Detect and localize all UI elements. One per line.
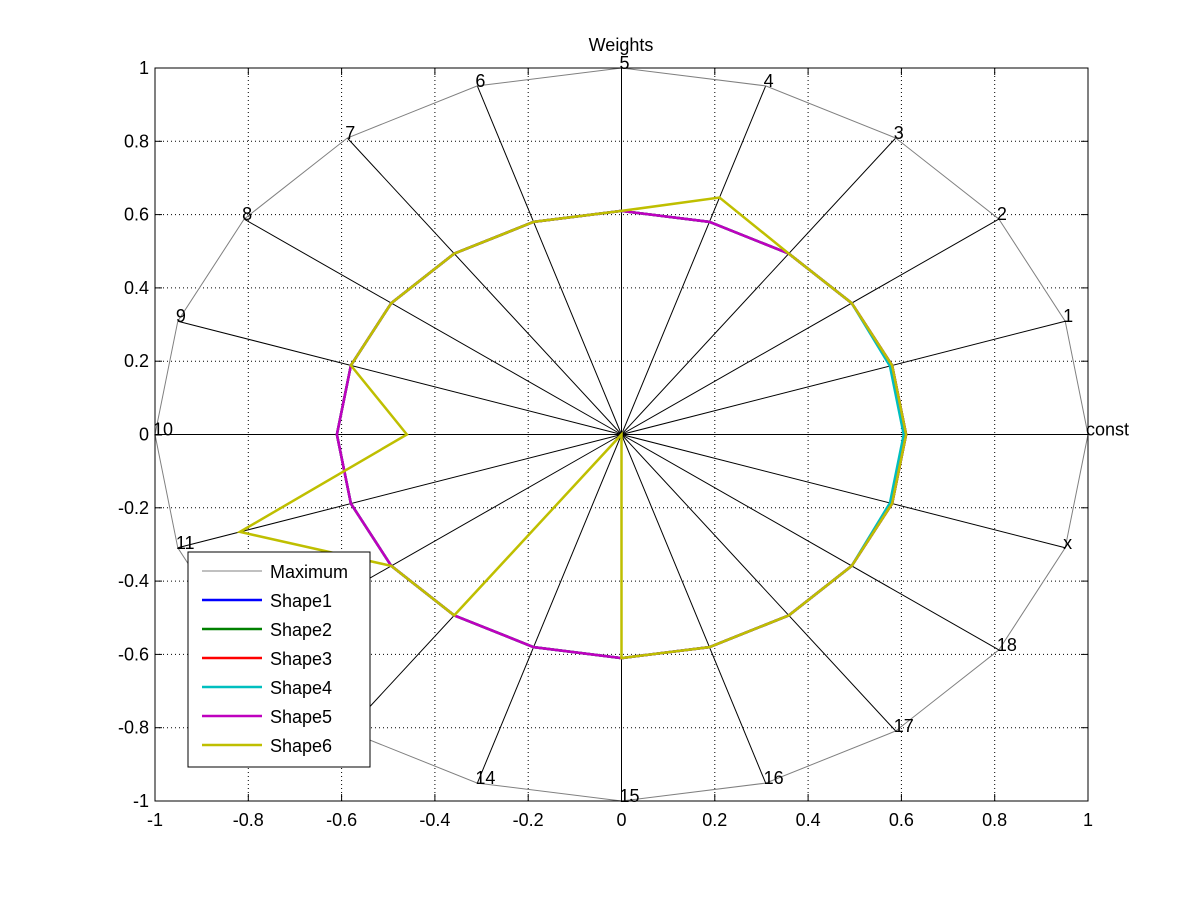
chart-title: Weights <box>589 35 654 55</box>
spoke-label: 4 <box>764 71 774 91</box>
spoke-label: 11 <box>176 533 195 553</box>
spoke-label: 5 <box>620 53 630 73</box>
x-tick-label: 0 <box>616 810 626 830</box>
x-tick-label: 0.2 <box>702 810 727 830</box>
spoke-line <box>476 434 622 784</box>
legend-label: Shape1 <box>270 591 332 611</box>
y-tick-label: 0.2 <box>124 351 149 371</box>
spoke-line <box>621 85 767 435</box>
spoke-label: 15 <box>620 786 640 806</box>
spoke-label: 2 <box>997 204 1007 224</box>
spoke-label: 18 <box>997 635 1017 655</box>
spoke-line <box>177 434 622 549</box>
legend: Maximum Shape1 Shape2 Shape3 Shape4 Shape5 Sha… <box>187 551 371 768</box>
spokes <box>155 68 1088 801</box>
y-tick-label: 0.4 <box>124 278 149 298</box>
spoke-label: 16 <box>764 768 784 788</box>
y-tick-label: -0.6 <box>118 644 149 664</box>
y-tick-label: -1 <box>133 791 149 811</box>
spoke-line <box>177 320 622 435</box>
legend-label: Shape2 <box>270 620 332 640</box>
spoke-label: 17 <box>894 716 914 736</box>
y-tick-label: 1 <box>139 58 149 78</box>
x-tick-label: 0.6 <box>889 810 914 830</box>
x-tick-label: -0.2 <box>513 810 544 830</box>
legend-label: Shape5 <box>270 707 332 727</box>
y-tick-label: 0.6 <box>124 205 149 225</box>
ticks: -1 -0.8 -0.6 -0.4 -0.2 0 0.2 0.4 0.6 0.8 1 -1 -0.8 -0… <box>118 58 1093 830</box>
series-line-shape6 <box>236 196 908 660</box>
spoke-label: 1 <box>1063 306 1073 326</box>
spoke-line <box>621 320 1066 435</box>
x-tick-label: 0.4 <box>796 810 821 830</box>
y-tick-label: -0.8 <box>118 718 149 738</box>
legend-box <box>187 551 371 768</box>
spoke-label: x <box>1063 533 1072 553</box>
legend-label: Shape4 <box>270 678 332 698</box>
x-tick-label: -1 <box>147 810 163 830</box>
legend-label: Shape6 <box>270 736 332 756</box>
spoke-label: 8 <box>242 204 252 224</box>
spoke-line <box>621 434 1000 651</box>
x-tick-label: -0.6 <box>326 810 357 830</box>
y-tick-label: -0.4 <box>118 571 149 591</box>
x-tick-label: 1 <box>1083 810 1093 830</box>
y-tick-label: -0.2 <box>118 498 149 518</box>
spoke-label: 6 <box>475 71 485 91</box>
spoke-line <box>621 434 897 732</box>
spoke-line <box>621 218 1000 435</box>
spoke-label: 3 <box>894 123 904 143</box>
y-tick-label: 0 <box>139 425 149 445</box>
spoke-label: 14 <box>475 768 495 788</box>
spoke-line <box>621 434 767 784</box>
spoke-line <box>621 137 897 435</box>
legend-label: Maximum <box>270 562 348 582</box>
x-tick-label: -0.4 <box>419 810 450 830</box>
spoke-line <box>346 137 622 435</box>
x-tick-label: 0.8 <box>982 810 1007 830</box>
legend-label: Shape3 <box>270 649 332 669</box>
spoke-label: 10 <box>153 420 173 440</box>
spoke-label: const <box>1086 420 1129 440</box>
y-tick-label: 0.8 <box>124 131 149 151</box>
spoke-label: 7 <box>345 123 355 143</box>
spoke-line <box>621 434 1066 549</box>
spoke-line <box>476 85 622 435</box>
spoke-label: 9 <box>176 306 186 326</box>
x-tick-label: -0.8 <box>233 810 264 830</box>
spoke-line <box>243 218 622 435</box>
